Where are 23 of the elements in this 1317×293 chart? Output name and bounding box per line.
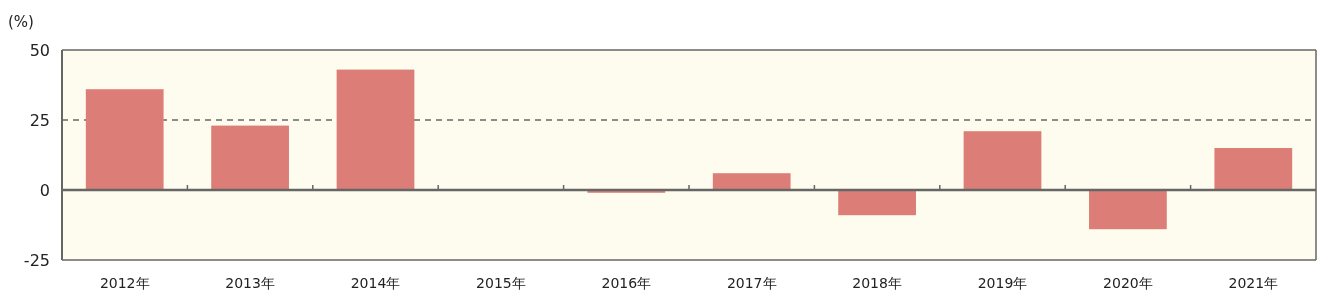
bar	[336, 69, 415, 190]
x-tick-label: 2021年	[1228, 275, 1279, 291]
bar	[85, 89, 164, 190]
bar	[1089, 190, 1167, 230]
bar	[838, 190, 916, 216]
y-tick-label: 25	[29, 111, 50, 130]
x-tick-label: 2014年	[350, 275, 401, 291]
x-tick-label: 2012年	[99, 275, 150, 291]
y-tick-label: 0	[39, 181, 50, 200]
bar	[712, 173, 791, 190]
bar	[1214, 148, 1293, 190]
x-tick-label: 2017年	[726, 275, 777, 291]
x-tick-label: 2020年	[1103, 275, 1153, 291]
x-tick-label: 2018年	[852, 275, 902, 291]
x-tick-label: 2019年	[977, 275, 1028, 291]
x-tick-label: 2013年	[225, 275, 275, 291]
y-tick-label: -25	[23, 251, 50, 270]
bar	[963, 131, 1042, 190]
x-tick-label: 2016年	[601, 275, 652, 291]
y-tick-label: 50	[29, 41, 50, 60]
x-tick-label: 2015年	[476, 275, 526, 291]
y-axis-title: (%)	[8, 13, 34, 31]
bar	[211, 125, 289, 190]
